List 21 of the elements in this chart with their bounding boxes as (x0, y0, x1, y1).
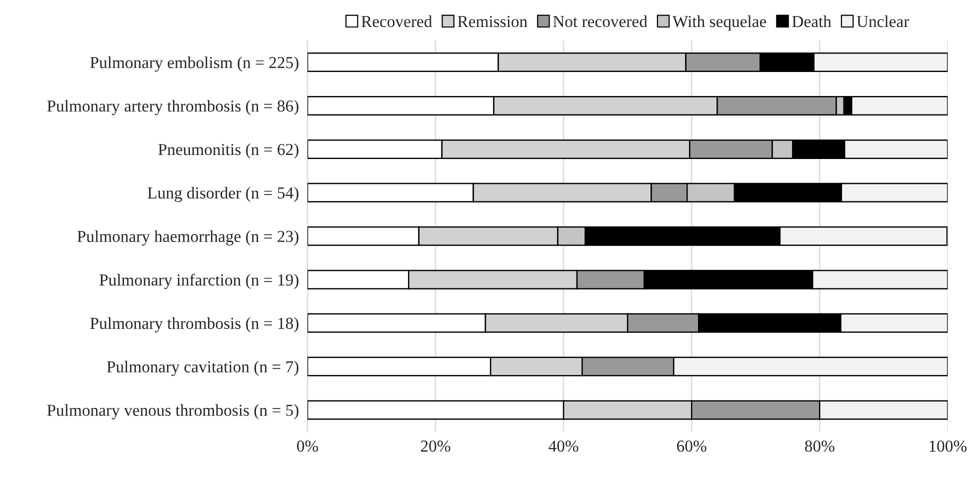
legend-label: Recovered (361, 15, 432, 28)
legend-label: With sequelae (672, 15, 766, 31)
x-tick-label: 20% (420, 440, 450, 452)
y-tick-label: Pulmonary haemorrhage (n = 23) (77, 230, 298, 246)
x-tick-label: 60% (677, 440, 706, 452)
y-tick-label: Pneumonitis (n = 62) (158, 143, 298, 159)
x-tick-label: 100% (930, 440, 967, 452)
y-tick-label: Pulmonary venous thrombosis (n = 5) (47, 404, 298, 420)
legend-label: Remission (458, 16, 528, 28)
legend-label: Not recovered (553, 15, 648, 28)
y-tick-label: Lung disorder (n = 54) (148, 186, 298, 202)
x-tick-label: 0% (297, 440, 318, 452)
y-tick-label: Pulmonary infarction (n = 19) (100, 274, 298, 290)
y-tick-label: Pulmonary thrombosis (n = 18) (90, 317, 298, 332)
y-tick-label: Pulmonary artery thrombosis (n = 86) (47, 100, 298, 116)
x-tick-label: 40% (548, 440, 578, 452)
y-tick-label: Pulmonary embolism (n = 225) (90, 56, 298, 72)
legend-label: Unclear (856, 15, 910, 28)
y-tick-label: Pulmonary cavitation (n = 7) (106, 360, 298, 376)
x-tick-label: 80% (805, 440, 834, 452)
legend-label: Death (792, 15, 832, 28)
